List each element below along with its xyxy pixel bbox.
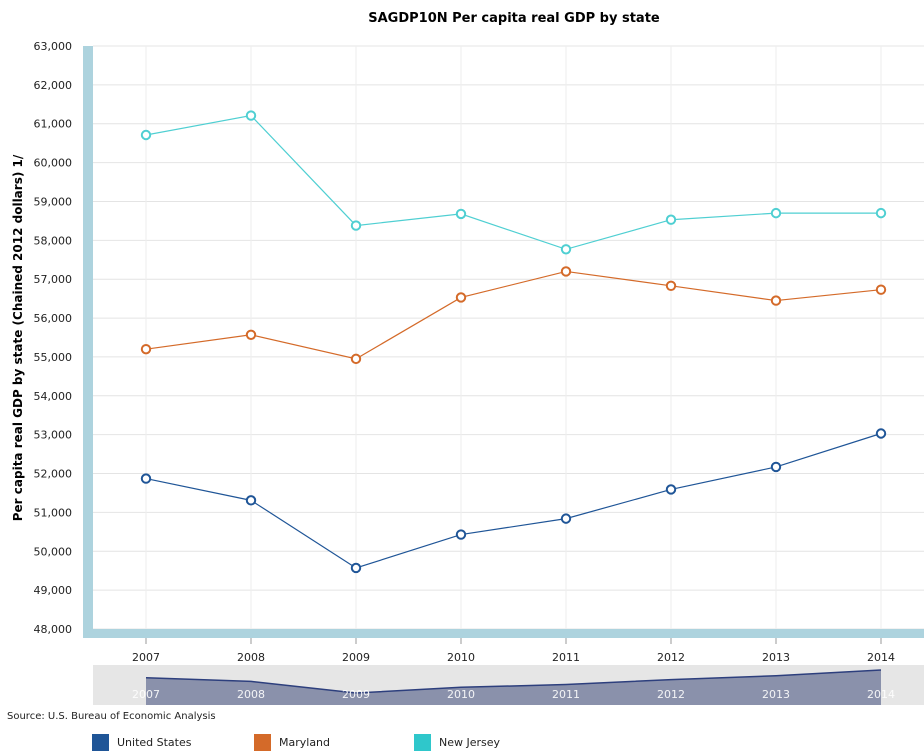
data-point bbox=[350, 353, 362, 365]
y-tick-label: 61,000 bbox=[34, 118, 73, 131]
navigator-x-label: 2009 bbox=[342, 688, 370, 701]
chart-title: SAGDP10N Per capita real GDP by state bbox=[368, 11, 660, 26]
data-point bbox=[875, 284, 887, 295]
y-axis-ticks: 48,000 49,000 50,000 51,000 52,000 53,000 54,0… bbox=[34, 40, 73, 636]
data-point bbox=[770, 207, 782, 219]
y-axis-bar bbox=[83, 46, 93, 638]
y-tick-label: 53,000 bbox=[34, 429, 73, 442]
y-tick-label: 58,000 bbox=[34, 234, 73, 247]
x-tick-label: 2014 bbox=[867, 651, 895, 664]
navigator-x-label: 2007 bbox=[132, 688, 160, 701]
legend-swatch bbox=[92, 734, 109, 751]
data-point bbox=[665, 280, 677, 292]
legend-item-united-states[interactable]: United States bbox=[92, 734, 192, 751]
y-tick-label: 55,000 bbox=[34, 351, 73, 364]
data-point bbox=[245, 110, 257, 121]
series-line bbox=[145, 270, 882, 360]
y-tick-label: 54,000 bbox=[34, 390, 73, 403]
series-line bbox=[145, 114, 881, 250]
legend-item-new-jersey[interactable]: New Jersey bbox=[414, 734, 500, 751]
data-point bbox=[350, 562, 362, 574]
data-point bbox=[245, 329, 257, 340]
plot-series bbox=[140, 110, 887, 574]
gridlines bbox=[93, 45, 924, 630]
series-maryland bbox=[140, 266, 887, 365]
navigator-line bbox=[145, 669, 882, 694]
data-point bbox=[875, 428, 887, 439]
legend-label: Maryland bbox=[279, 736, 331, 749]
y-tick-label: 63,000 bbox=[34, 40, 73, 53]
x-axis-bar bbox=[93, 629, 924, 638]
y-tick-label: 62,000 bbox=[34, 79, 73, 92]
data-point bbox=[140, 343, 152, 355]
y-tick-label: 48,000 bbox=[34, 623, 73, 636]
data-point bbox=[245, 495, 257, 506]
data-point bbox=[875, 207, 887, 219]
navigator-x-label: 2008 bbox=[237, 688, 265, 701]
data-point bbox=[455, 292, 467, 303]
navigator-x-label: 2010 bbox=[447, 688, 475, 701]
legend-label: United States bbox=[117, 736, 192, 749]
series-new-jersey bbox=[140, 110, 887, 255]
navigator-x-label: 2011 bbox=[552, 688, 580, 701]
data-point bbox=[350, 220, 362, 231]
y-tick-label: 50,000 bbox=[34, 545, 73, 558]
series-line bbox=[145, 432, 882, 569]
data-point bbox=[455, 529, 467, 540]
data-point bbox=[665, 214, 677, 225]
data-point bbox=[560, 244, 572, 255]
x-tick-label: 2009 bbox=[342, 651, 370, 664]
x-tick-label: 2007 bbox=[132, 651, 160, 664]
data-point bbox=[770, 461, 782, 473]
y-tick-label: 57,000 bbox=[34, 273, 73, 286]
legend-item-maryland[interactable]: Maryland bbox=[254, 734, 330, 751]
x-tick-label: 2010 bbox=[447, 651, 475, 664]
x-tick-label: 2013 bbox=[762, 651, 790, 664]
data-point bbox=[560, 266, 572, 277]
legend-swatch bbox=[414, 734, 431, 751]
range-navigator[interactable]: 2007 2008 2009 2010 2011 2012 2013 2014 bbox=[93, 665, 924, 705]
x-tick-label: 2012 bbox=[657, 651, 685, 664]
y-tick-label: 56,000 bbox=[34, 312, 73, 325]
navigator-x-label: 2012 bbox=[657, 688, 685, 701]
data-point bbox=[140, 129, 152, 141]
y-tick-label: 60,000 bbox=[34, 157, 73, 170]
x-axis-ticks: 2007 2008 2009 2010 2011 2012 2013 2014 bbox=[132, 638, 895, 664]
legend-label: New Jersey bbox=[439, 736, 501, 749]
y-tick-label: 49,000 bbox=[34, 584, 73, 597]
data-point bbox=[140, 473, 152, 484]
data-point bbox=[770, 295, 782, 306]
source-note: Source: U.S. Bureau of Economic Analysis bbox=[7, 711, 216, 722]
legend-swatch bbox=[254, 734, 271, 751]
data-point bbox=[665, 484, 677, 495]
navigator-x-label: 2013 bbox=[762, 688, 790, 701]
y-tick-label: 51,000 bbox=[34, 506, 73, 519]
y-tick-label: 59,000 bbox=[34, 195, 73, 208]
x-tick-label: 2008 bbox=[237, 651, 265, 664]
data-point bbox=[455, 208, 467, 220]
data-point bbox=[560, 513, 572, 524]
y-axis-title: Per capita real GDP by state (Chained 20… bbox=[11, 154, 25, 521]
series-united-states bbox=[140, 428, 887, 574]
y-tick-label: 52,000 bbox=[34, 468, 73, 481]
x-tick-label: 2011 bbox=[552, 651, 580, 664]
navigator-x-label: 2014 bbox=[867, 688, 895, 701]
